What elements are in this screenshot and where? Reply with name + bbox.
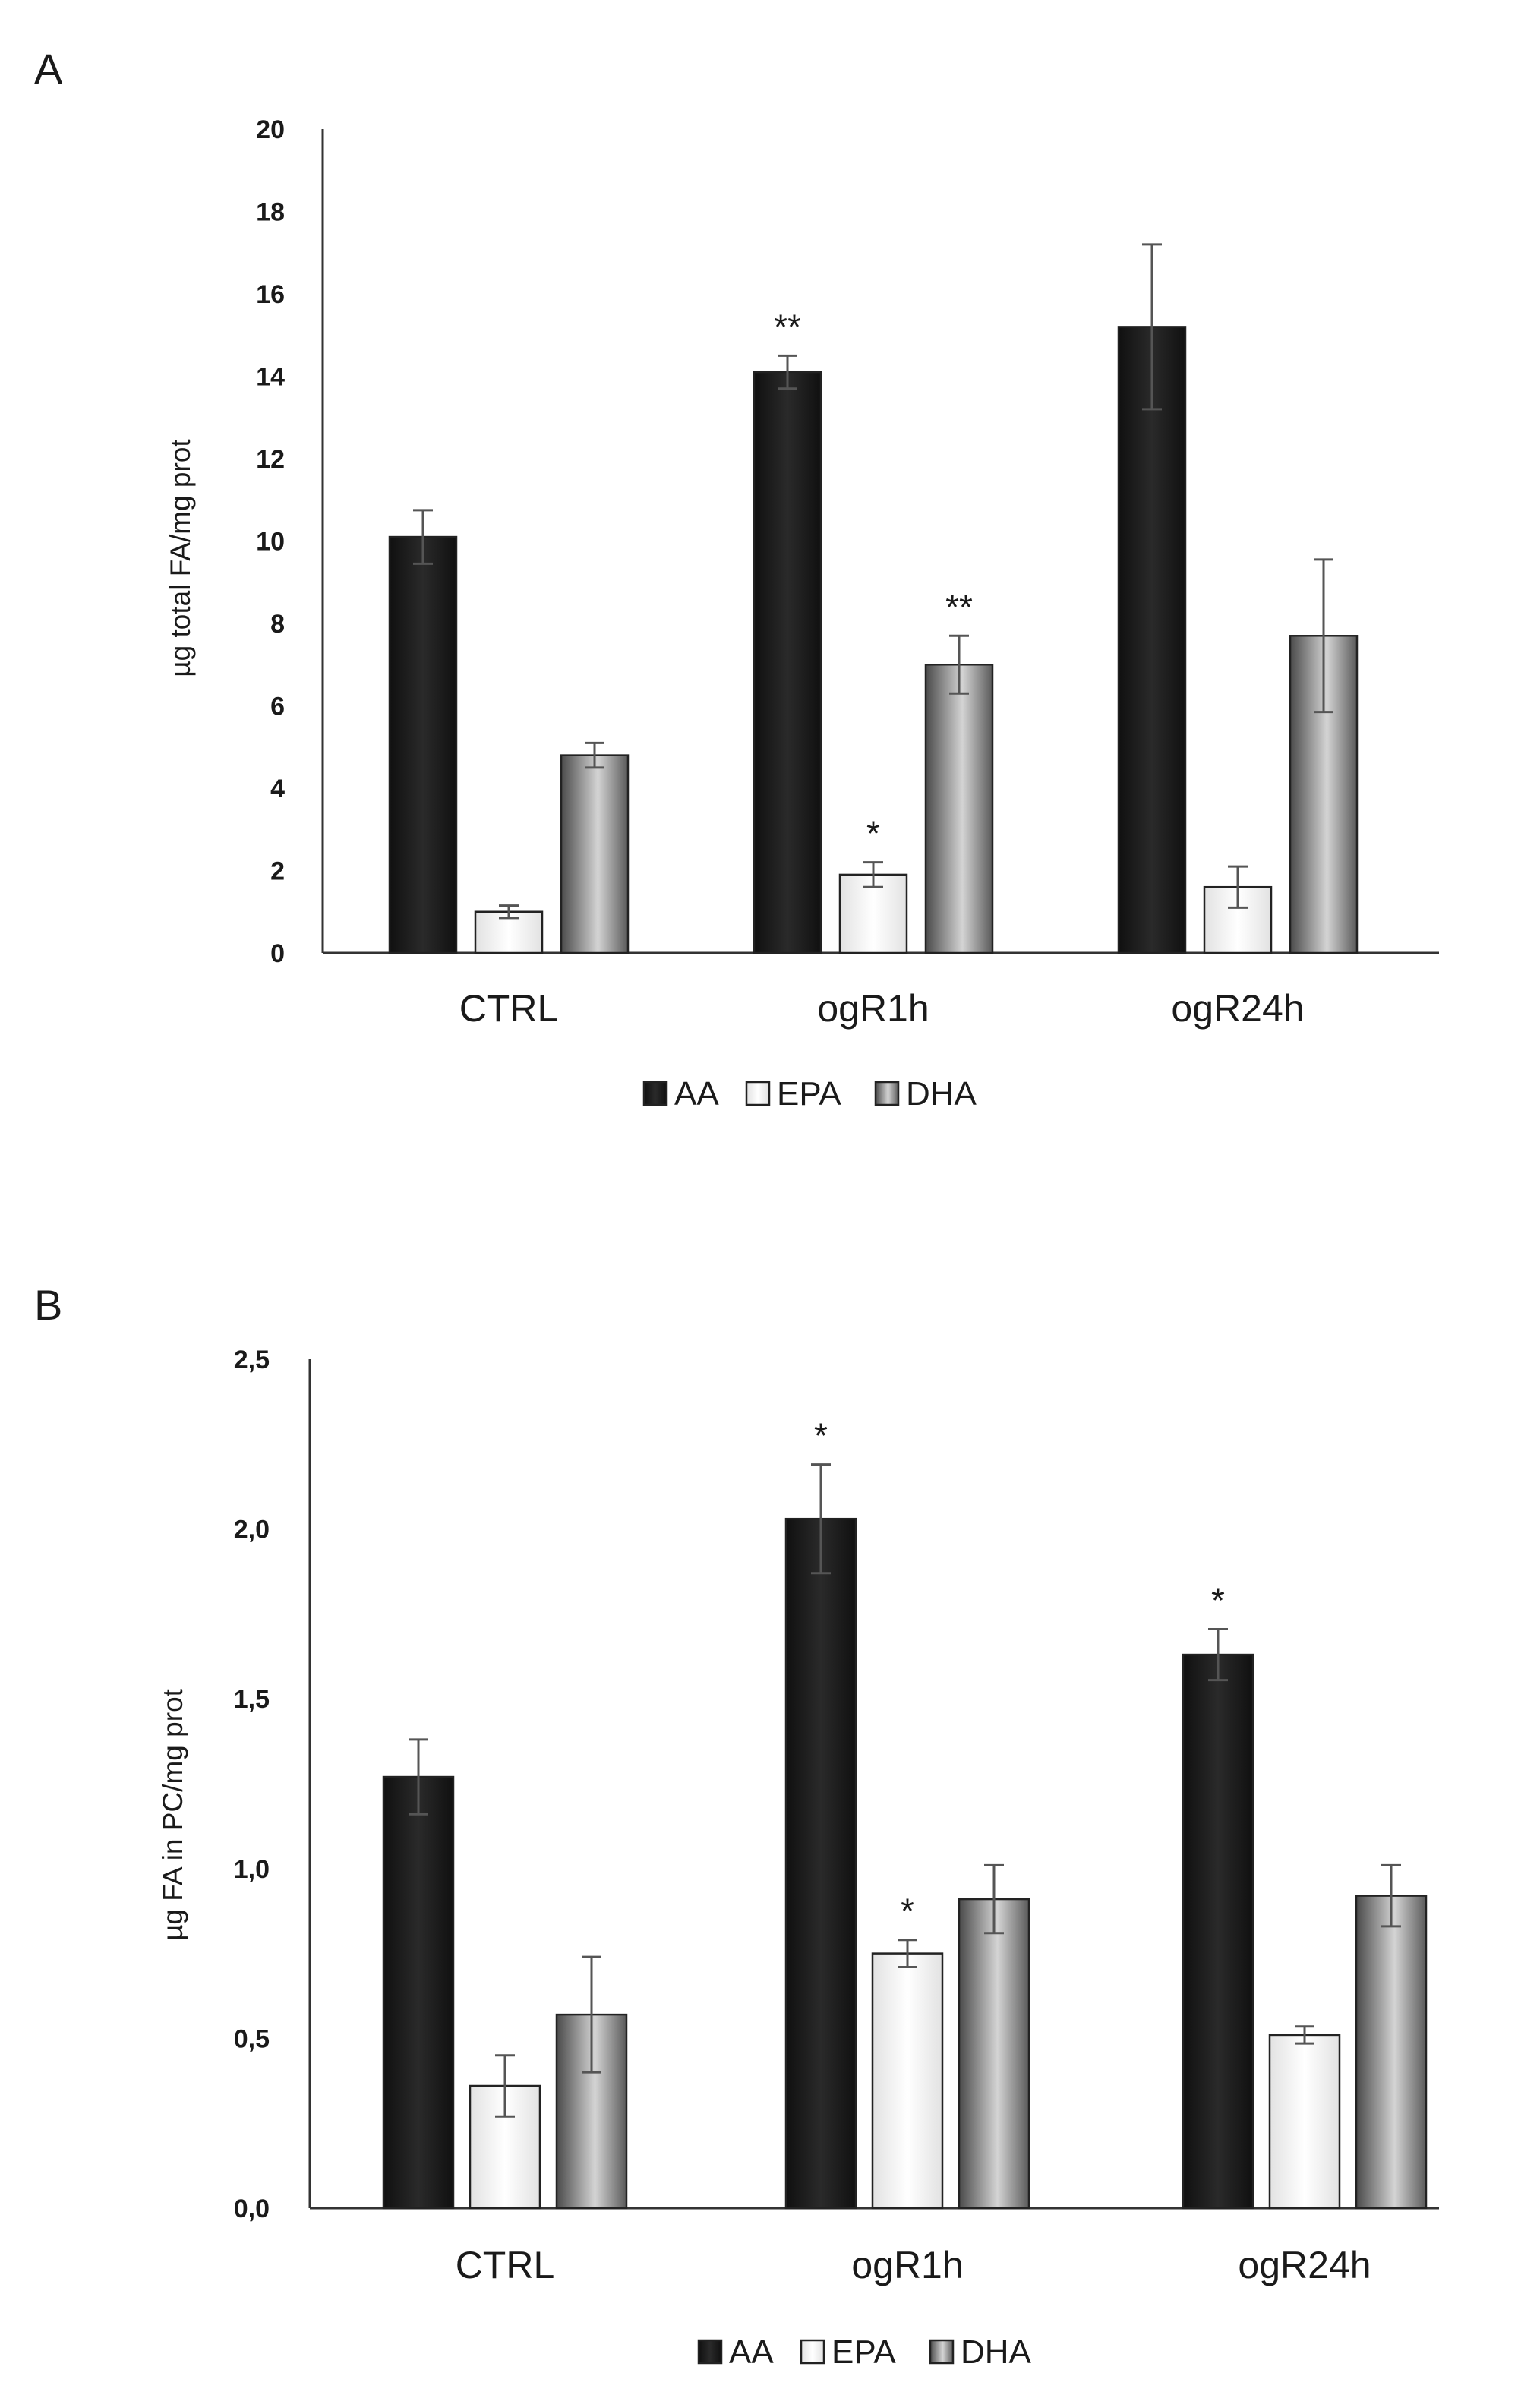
significance-marker: **: [774, 307, 801, 346]
legend-swatch-aa: [642, 1081, 668, 1106]
y-tick-label: 2,5: [234, 1346, 270, 1374]
legend-swatch-dha: [929, 2339, 955, 2365]
legend-label-dha: DHA: [961, 2333, 1032, 2371]
y-tick-label: 6: [270, 693, 285, 721]
panel-b-bars: * * *: [382, 1416, 1428, 2210]
bar-aa-ogr1h: [753, 371, 822, 954]
panel-a-y-axis-label: µg total FA/mg prot: [165, 439, 196, 677]
error-bar: [495, 2054, 515, 2118]
error-bar: [863, 861, 883, 888]
significance-marker: **: [945, 587, 973, 626]
chart-panel-a: A µg total FA/mg prot 0 2 4 6 8 10 12 14 16 18 20 C…: [34, 45, 1439, 1112]
significance-marker: *: [1211, 1581, 1225, 1620]
bar-aa-ogr1h: [784, 1517, 857, 2210]
legend-swatch-epa: [800, 2339, 825, 2365]
panel-b-letter: B: [34, 1281, 62, 1329]
legend-swatch-aa: [697, 2339, 723, 2365]
y-tick-label: 20: [256, 115, 285, 144]
significance-marker: *: [901, 1892, 914, 1931]
bar-aa-ogr24h: [1182, 1653, 1254, 2210]
error-bar: [409, 1738, 428, 1816]
error-bar: [1295, 2025, 1314, 2045]
x-category-label: ogR24h: [1171, 987, 1304, 1030]
bar-dha-ogr24h: [1355, 1895, 1428, 2210]
legend-label-dha: DHA: [906, 1075, 977, 1112]
legend-swatch-epa: [745, 1081, 771, 1106]
y-tick-label: 2,0: [234, 1516, 270, 1545]
legend-label-aa: AA: [729, 2333, 774, 2371]
y-tick-label: 0,0: [234, 2194, 270, 2223]
panel-a-letter: A: [34, 45, 63, 93]
bar-dha-ogr1h: [924, 664, 994, 954]
error-bar: [1142, 243, 1162, 411]
bar-epa-ogr24h: [1268, 2034, 1341, 2210]
bar-aa-ctrl: [382, 1775, 455, 2210]
y-tick-label: 0: [270, 939, 285, 968]
significance-marker: *: [814, 1416, 828, 1456]
x-category-label: CTRL: [459, 987, 559, 1030]
error-bar: [1381, 1863, 1401, 1928]
significance-marker: *: [866, 814, 880, 853]
y-tick-label: 10: [256, 528, 285, 557]
panel-b-legend: AA EPA DHA: [697, 2333, 1032, 2371]
panel-b-y-axis-label: µg FA in PC/mg prot: [157, 1688, 188, 1941]
y-tick-label: 8: [270, 610, 285, 639]
x-category-label: CTRL: [456, 2244, 555, 2286]
x-category-label: ogR24h: [1238, 2244, 1371, 2286]
bar-epa-ogr1h: [871, 1952, 944, 2210]
y-tick-label: 1,0: [234, 1855, 270, 1884]
error-bar: [1228, 865, 1248, 909]
error-bar: [1208, 1628, 1228, 1682]
panel-a-bars: *****: [388, 243, 1359, 954]
y-tick-label: 1,5: [234, 1685, 270, 1714]
error-bar: [585, 741, 604, 769]
bar-dha-ctrl: [560, 754, 630, 954]
legend-label-aa: AA: [674, 1075, 719, 1112]
y-tick-label: 12: [256, 445, 285, 474]
error-bar: [413, 509, 433, 565]
error-bar: [778, 354, 797, 390]
y-tick-label: 4: [270, 775, 285, 803]
bar-aa-ogr24h: [1117, 326, 1187, 954]
y-tick-label: 16: [256, 280, 285, 309]
x-category-label: ogR1h: [851, 2244, 963, 2286]
y-tick-label: 2: [270, 857, 285, 886]
x-category-label: ogR1h: [817, 987, 929, 1030]
error-bar: [949, 634, 969, 695]
legend-label-epa: EPA: [832, 2333, 896, 2371]
error-bar: [811, 1463, 831, 1575]
error-bar: [898, 1939, 917, 1968]
error-bar: [499, 904, 519, 920]
y-tick-label: 0,5: [234, 2024, 270, 2053]
chart-panel-b: B µg FA in PC/mg prot 0,0 0,5 1,0 1,5 2,0 2,5…: [34, 1281, 1439, 2371]
bar-dha-ogr1h: [958, 1898, 1030, 2210]
y-tick-label: 18: [256, 198, 285, 227]
error-bar: [582, 1955, 601, 2074]
error-bar: [984, 1863, 1004, 1935]
y-tick-label: 14: [256, 363, 285, 392]
bar-aa-ctrl: [388, 535, 458, 954]
legend-label-epa: EPA: [777, 1075, 841, 1112]
panel-a-axes: 0 2 4 6 8 10 12 14 16 18 20 CTRL ogR1h ogR24h: [256, 115, 1439, 1030]
legend-swatch-dha: [874, 1081, 900, 1106]
panel-a-legend: AA EPA DHA: [642, 1075, 977, 1112]
error-bar: [1314, 558, 1333, 714]
